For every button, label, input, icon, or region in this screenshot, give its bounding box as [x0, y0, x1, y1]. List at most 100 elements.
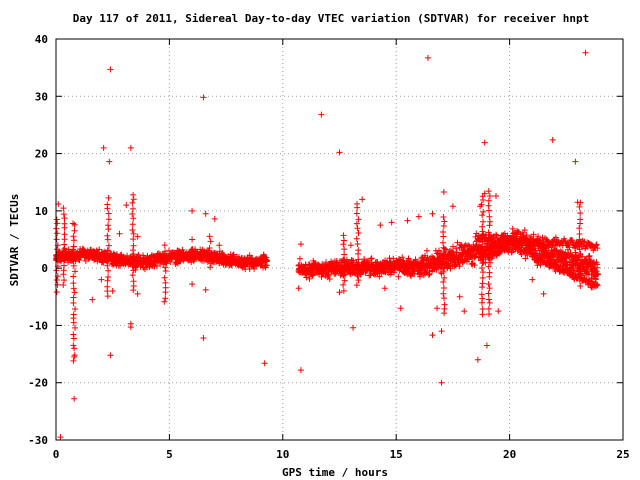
data-point: [70, 262, 77, 269]
data-point: [486, 242, 493, 249]
data-point: [355, 229, 362, 236]
data-point: [296, 255, 303, 262]
data-point: [530, 231, 537, 238]
x-tick-label: 5: [166, 448, 173, 461]
data-point: [429, 210, 436, 217]
data-point: [129, 199, 136, 206]
data-point: [585, 281, 592, 288]
data-point: [353, 210, 360, 217]
data-point: [162, 259, 169, 266]
data-point: [440, 278, 447, 285]
data-point: [70, 237, 77, 244]
data-point: [161, 242, 168, 249]
data-point: [561, 237, 568, 244]
data-point: [105, 273, 112, 280]
data-point: [576, 246, 583, 253]
data-point: [576, 266, 583, 273]
data-point: [586, 252, 593, 259]
data-point: [441, 254, 448, 261]
data-point: [486, 311, 493, 318]
data-point: [60, 211, 67, 218]
data-point: [479, 274, 486, 281]
data-point: [53, 216, 60, 223]
data-point: [538, 254, 545, 261]
data-point: [60, 257, 67, 264]
data-point: [550, 253, 557, 260]
data-point: [368, 255, 375, 262]
data-point: [263, 258, 270, 265]
data-point: [594, 261, 601, 268]
data-point: [420, 258, 427, 265]
x-tick-label: 15: [390, 448, 403, 461]
axes: 0 5 10 15 20 25 -30 -20 -10 0 10 20 30 40: [28, 33, 630, 461]
data-point: [438, 328, 445, 335]
data-point: [449, 203, 456, 210]
data-point: [440, 284, 447, 291]
data-point: [130, 215, 137, 222]
y-tick-label: 10: [35, 205, 48, 218]
data-point: [485, 296, 492, 303]
data-point: [471, 262, 478, 269]
data-point: [441, 248, 448, 255]
data-point: [144, 252, 151, 259]
data-point: [297, 367, 304, 374]
data-point: [529, 276, 536, 283]
data-point: [341, 251, 348, 258]
data-point: [377, 222, 384, 229]
data-point: [104, 201, 111, 208]
data-point: [357, 270, 364, 277]
data-point: [440, 188, 447, 195]
data-point: [593, 241, 600, 248]
data-point: [355, 256, 362, 263]
data-point: [70, 243, 77, 250]
data-point: [594, 271, 601, 278]
data-point: [588, 242, 595, 249]
data-point: [486, 192, 493, 199]
data-point: [530, 236, 537, 243]
data-point: [354, 241, 361, 248]
data-point: [89, 296, 96, 303]
data-point: [458, 244, 465, 251]
y-tick-label: 20: [35, 148, 48, 161]
data-point: [497, 249, 504, 256]
y-tick-label: 0: [41, 262, 48, 275]
data-point: [354, 200, 361, 207]
data-point: [163, 260, 170, 267]
plot-frame: [55, 38, 624, 441]
data-point: [530, 246, 537, 253]
data-point: [353, 282, 360, 289]
data-point: [535, 233, 542, 240]
data-point: [57, 434, 64, 441]
data-point: [200, 335, 207, 342]
data-point: [481, 190, 488, 197]
data-point: [576, 203, 583, 210]
data-point: [479, 238, 486, 245]
data-point: [495, 235, 502, 242]
data-point: [514, 231, 521, 238]
data-point: [134, 290, 141, 297]
data-point: [481, 139, 488, 146]
data-point: [479, 311, 486, 318]
data-point: [107, 352, 114, 359]
data-point: [577, 210, 584, 217]
data-point: [423, 269, 430, 276]
data-point: [350, 324, 357, 331]
data-point: [261, 360, 268, 367]
data-point: [246, 252, 253, 259]
data-point: [70, 299, 77, 306]
data-point: [577, 271, 584, 278]
data-point: [161, 298, 168, 305]
data-point: [206, 245, 213, 252]
data-point: [297, 241, 304, 248]
data-point: [552, 247, 559, 254]
data-point: [347, 242, 354, 249]
data-point: [583, 256, 590, 263]
data-point: [70, 257, 77, 264]
data-point: [479, 223, 486, 230]
data-point: [60, 252, 67, 259]
data-point: [456, 293, 463, 300]
data-point: [395, 273, 402, 280]
data-point: [355, 216, 362, 223]
data-point: [478, 264, 485, 271]
